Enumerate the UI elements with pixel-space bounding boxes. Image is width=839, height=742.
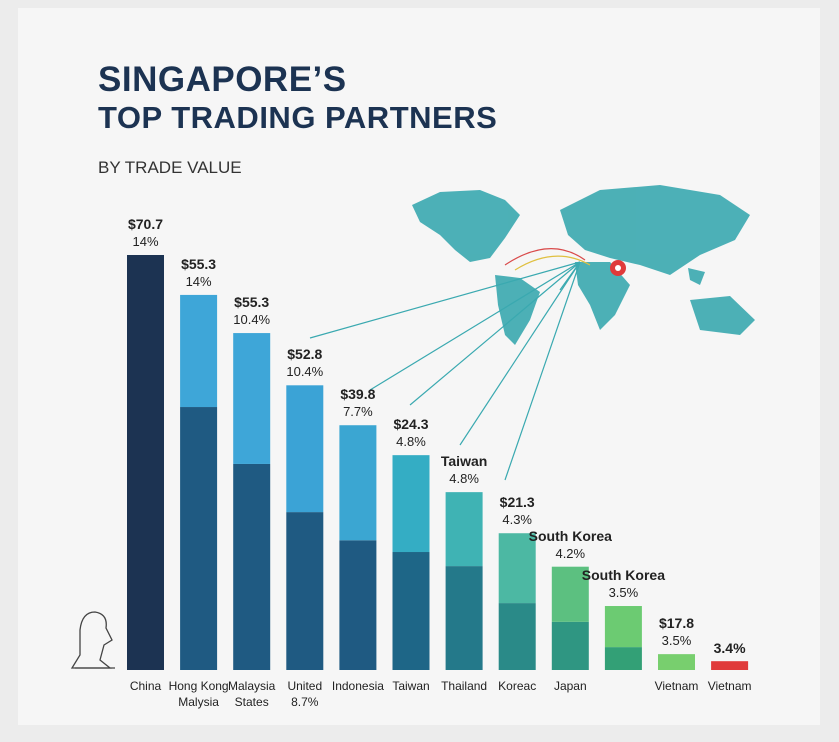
bar-label-line: 3.5% [608,585,639,601]
bar-label: $52.8 10.4% [255,345,355,381]
bar-label-line: 4.2% [555,545,586,561]
x-tick-label: Indonesia [331,679,384,693]
bar-label-line: 3.5% [661,633,692,649]
bar-label: Taiwan 4.8% [414,452,514,488]
bar-segment [339,540,377,670]
bar-label: $21.3 4.3% [467,493,567,529]
bar-label: $17.8 3.5% [627,614,727,650]
bar-segment [604,647,642,670]
pin [610,260,626,276]
bar-label-line: 4.8% [396,434,426,450]
bar-segment [339,425,377,541]
x-tick-label: Taiwan [392,679,430,693]
title-line: SINGAPORE’S [98,60,347,99]
bar-label-line: 4.3% [502,512,532,528]
bar-segment [711,661,749,670]
bar-segment [392,455,430,553]
bar-label-line: $24.3 [393,416,429,433]
bar-segment [445,492,483,567]
bar-label-line: 10.4% [286,364,324,380]
bar-segment [233,333,271,464]
bar-label-line: 10.4% [233,312,271,328]
world-map [412,185,755,345]
bar-segment [286,512,324,670]
x-tick-label: Vietnam [654,679,699,693]
bar-label: 3.4% [680,639,780,657]
x-tick-label: United 8.7% [287,679,323,709]
bar-label-line: $55.3 [181,255,217,272]
bar-label-line: 7.7% [343,404,373,420]
bar-label-line: 3.4% [713,640,746,657]
connector-lines [309,248,591,481]
bar-label: $55.3 10.4% [202,293,302,329]
bar-segment [551,566,589,622]
bar-segment [604,606,642,648]
bar-label-line: South Korea [581,567,665,584]
merlion-icon [70,611,115,669]
bar-label: $55.3 14% [149,255,249,291]
bar-label-line: $39.8 [340,386,376,403]
bar-label-line: South Korea [528,527,612,544]
subtitle: BY TRADE VALUE [98,158,242,177]
bar-segment [233,463,271,670]
x-tick-label: Koreac [498,679,537,693]
title-line: TOP TRADING PARTNERS [98,100,498,135]
bar-segment [180,294,218,408]
bar-segment [551,621,589,670]
bar-segment [445,566,483,670]
bar-label: $39.8 7.7% [308,385,408,421]
x-tick-label: Japan [553,679,587,693]
bar-segment [658,654,695,670]
bar-segment [392,552,430,670]
x-tick-label: China [129,679,162,693]
bar-segment [498,603,536,670]
bar-label-line: Taiwan [440,453,488,470]
bar-label: $70.7 14% [96,215,196,251]
x-tick-label: Vietnam [707,679,752,693]
bar-label-line: $70.7 [127,216,164,232]
bar-label: $24.3 4.8% [361,415,461,451]
bar-segment [498,533,536,604]
x-tick-label: Hong Kong Malysia [168,679,229,709]
x-tick-label: Malaysia States [228,679,276,709]
bar-label-line: 14% [132,234,159,249]
bar-label-line: $52.8 [287,346,323,363]
bar-label-line: 4.8% [449,471,479,487]
bar-segment [127,255,164,670]
bar-label-line: $17.8 [658,615,695,632]
bar-label: South Korea 3.5% [573,566,673,602]
bar-label: South Korea 4.2% [520,527,620,563]
x-tick-label: Thailand [441,679,488,693]
bar-label-line: $55.3 [234,294,270,311]
bar-segment [180,407,218,670]
bar-segment [286,385,324,513]
bar-label-line: $21.3 [499,494,535,511]
bar-label-line: 14% [185,273,212,289]
